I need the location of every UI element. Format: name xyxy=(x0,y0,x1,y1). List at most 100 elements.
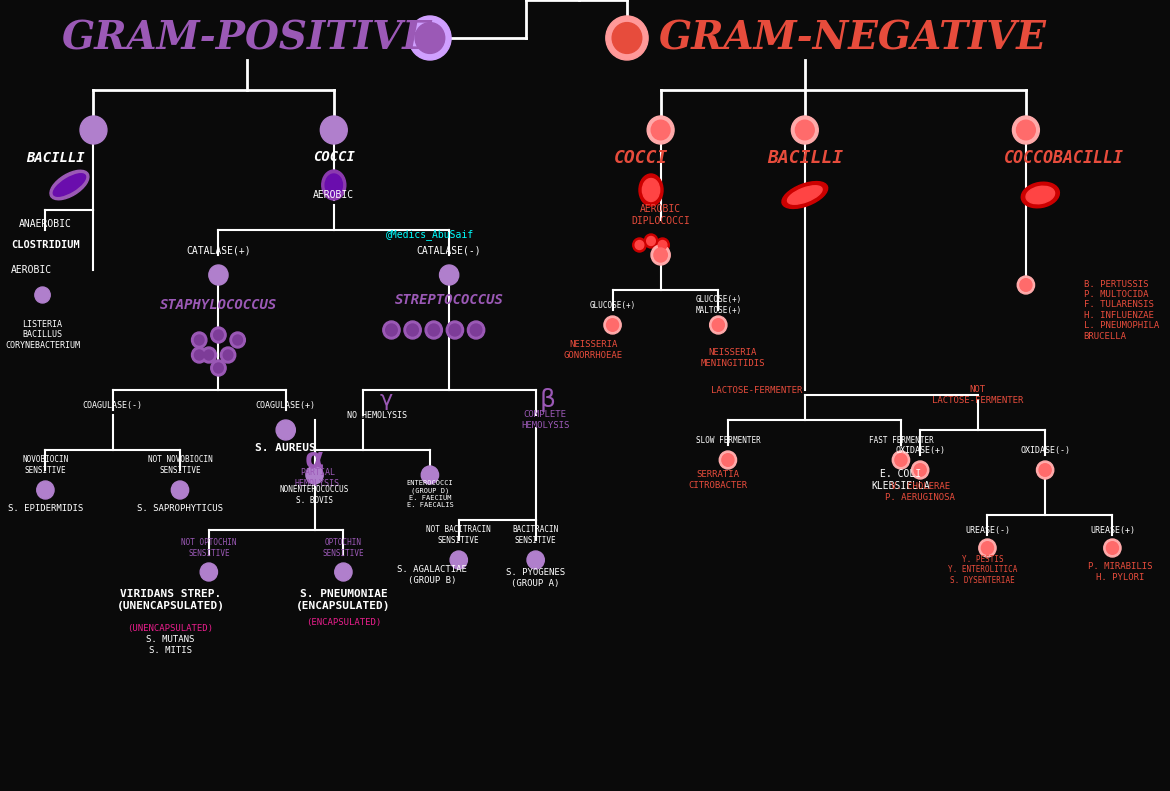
Text: β: β xyxy=(539,388,555,412)
Circle shape xyxy=(450,551,467,569)
Text: STAPHYLOCOCCUS: STAPHYLOCOCCUS xyxy=(160,298,277,312)
Circle shape xyxy=(425,321,442,339)
Text: NOT NOVOBIOCIN
SENSITIVE: NOT NOVOBIOCIN SENSITIVE xyxy=(147,456,213,475)
Text: NOT OPTOCHIN
SENSITIVE: NOT OPTOCHIN SENSITIVE xyxy=(181,539,236,558)
Ellipse shape xyxy=(1026,186,1054,204)
Ellipse shape xyxy=(325,174,343,196)
Text: CATALASE(+): CATALASE(+) xyxy=(186,245,250,255)
Text: NONENTEROCOCCUS
S. BOVIS: NONENTEROCOCCUS S. BOVIS xyxy=(280,486,350,505)
Circle shape xyxy=(415,23,445,54)
Text: LISTERIA
BACILLUS
CORYNEBACTERIUM: LISTERIA BACILLUS CORYNEBACTERIUM xyxy=(5,320,80,350)
Text: NOT BACITRACIN
SENSITIVE: NOT BACITRACIN SENSITIVE xyxy=(426,525,491,545)
Circle shape xyxy=(211,327,226,343)
Circle shape xyxy=(230,332,246,348)
Circle shape xyxy=(194,335,204,345)
Circle shape xyxy=(214,363,223,373)
Text: NEISSERIA
MENINGITIDIS: NEISSERIA MENINGITIDIS xyxy=(701,348,765,368)
Circle shape xyxy=(192,347,207,363)
Text: NO HEMOLYSIS: NO HEMOLYSIS xyxy=(347,411,407,419)
Circle shape xyxy=(386,324,398,336)
Circle shape xyxy=(914,464,927,476)
Circle shape xyxy=(84,120,103,140)
Circle shape xyxy=(635,240,644,249)
Ellipse shape xyxy=(1021,182,1059,208)
Circle shape xyxy=(220,347,235,363)
Circle shape xyxy=(470,324,482,336)
Circle shape xyxy=(1107,542,1119,554)
Text: NOT
LACTOSE-FERMENTER: NOT LACTOSE-FERMENTER xyxy=(932,385,1024,405)
Circle shape xyxy=(337,566,350,578)
Text: S. AUREUS: S. AUREUS xyxy=(255,443,316,453)
Text: E. COLI
KLEBSIELLA: E. COLI KLEBSIELLA xyxy=(872,469,930,490)
Circle shape xyxy=(192,332,207,348)
Circle shape xyxy=(645,234,658,248)
Text: AEROBIC
DIPLOCOCCI: AEROBIC DIPLOCOCCI xyxy=(632,204,690,225)
Circle shape xyxy=(404,321,421,339)
Circle shape xyxy=(633,238,646,252)
Text: NEISSERIA
GONORRHOEAE: NEISSERIA GONORRHOEAE xyxy=(564,340,622,360)
Text: AEROBIC: AEROBIC xyxy=(314,190,355,200)
Circle shape xyxy=(606,16,648,60)
Text: COAGULASE(-): COAGULASE(-) xyxy=(83,400,143,410)
Text: S. MUTANS
S. MITIS: S. MUTANS S. MITIS xyxy=(146,635,194,655)
Circle shape xyxy=(526,551,544,569)
Text: OXIDASE(-): OXIDASE(-) xyxy=(1020,445,1071,455)
Circle shape xyxy=(208,265,228,285)
Text: S. EPIDERMIDIS: S. EPIDERMIDIS xyxy=(8,504,83,513)
Text: B. PERTUSSIS
P. MULTOCIDA
F. TULARENSIS
H. INFLUENZAE
L. PNEUMOPHILA
BRUCELLA: B. PERTUSSIS P. MULTOCIDA F. TULARENSIS … xyxy=(1083,279,1158,340)
Circle shape xyxy=(1037,461,1054,479)
Text: COCCI: COCCI xyxy=(312,150,355,164)
Circle shape xyxy=(449,324,461,336)
Text: COMPLETE
HEMOLYSIS: COMPLETE HEMOLYSIS xyxy=(521,411,570,430)
Text: BACILLI: BACILLI xyxy=(766,149,842,167)
Text: α: α xyxy=(305,446,324,474)
Circle shape xyxy=(321,116,347,144)
Circle shape xyxy=(530,554,542,566)
Circle shape xyxy=(720,451,737,469)
Circle shape xyxy=(1039,464,1051,476)
Text: UREASE(+): UREASE(+) xyxy=(1090,525,1135,535)
Circle shape xyxy=(453,554,464,566)
Circle shape xyxy=(1017,276,1034,294)
Circle shape xyxy=(335,563,352,581)
Text: BACITRACIN
SENSITIVE: BACITRACIN SENSITIVE xyxy=(512,525,559,545)
Circle shape xyxy=(233,335,242,345)
Circle shape xyxy=(647,116,674,144)
Circle shape xyxy=(212,268,225,282)
Circle shape xyxy=(276,420,295,440)
Circle shape xyxy=(652,120,670,140)
Text: OXIDASE(+): OXIDASE(+) xyxy=(895,445,945,455)
Circle shape xyxy=(305,466,323,484)
Text: SERRATIA
CITROBACTER: SERRATIA CITROBACTER xyxy=(689,471,748,490)
Circle shape xyxy=(383,321,400,339)
Text: COAGULASE(+): COAGULASE(+) xyxy=(256,400,316,410)
Text: ANAEROBIC: ANAEROBIC xyxy=(19,219,71,229)
Circle shape xyxy=(214,330,223,340)
Text: OPTOCHIN
SENSITIVE: OPTOCHIN SENSITIVE xyxy=(323,539,364,558)
Circle shape xyxy=(911,461,929,479)
Circle shape xyxy=(895,454,907,467)
Circle shape xyxy=(171,481,188,499)
Circle shape xyxy=(651,245,670,265)
Text: @Medics_AbuSaif: @Medics_AbuSaif xyxy=(386,229,474,240)
Circle shape xyxy=(278,423,292,437)
Circle shape xyxy=(40,484,51,496)
Text: NOVOBIOCIN
SENSITIVE: NOVOBIOCIN SENSITIVE xyxy=(22,456,69,475)
Text: UREASE(-): UREASE(-) xyxy=(965,525,1010,535)
Ellipse shape xyxy=(50,170,89,200)
Text: S. AGALACTIAE
(GROUP B): S. AGALACTIAE (GROUP B) xyxy=(397,566,467,585)
Circle shape xyxy=(440,265,459,285)
Circle shape xyxy=(407,324,419,336)
Circle shape xyxy=(424,469,436,481)
Circle shape xyxy=(656,238,669,252)
Text: VIRIDANS STREP.
(UNENCAPSULATED): VIRIDANS STREP. (UNENCAPSULATED) xyxy=(116,589,225,611)
Ellipse shape xyxy=(642,179,660,202)
Ellipse shape xyxy=(639,174,663,206)
Circle shape xyxy=(893,451,909,469)
Circle shape xyxy=(606,319,619,331)
Circle shape xyxy=(37,290,48,301)
Text: ENTEROCOCCI
(GROUP D)
E. FAECIUM
E. FAECALIS: ENTEROCOCCI (GROUP D) E. FAECIUM E. FAEC… xyxy=(406,480,453,508)
Text: FAST FERMENTER: FAST FERMENTER xyxy=(868,436,934,445)
Circle shape xyxy=(35,287,50,303)
Circle shape xyxy=(982,542,993,554)
